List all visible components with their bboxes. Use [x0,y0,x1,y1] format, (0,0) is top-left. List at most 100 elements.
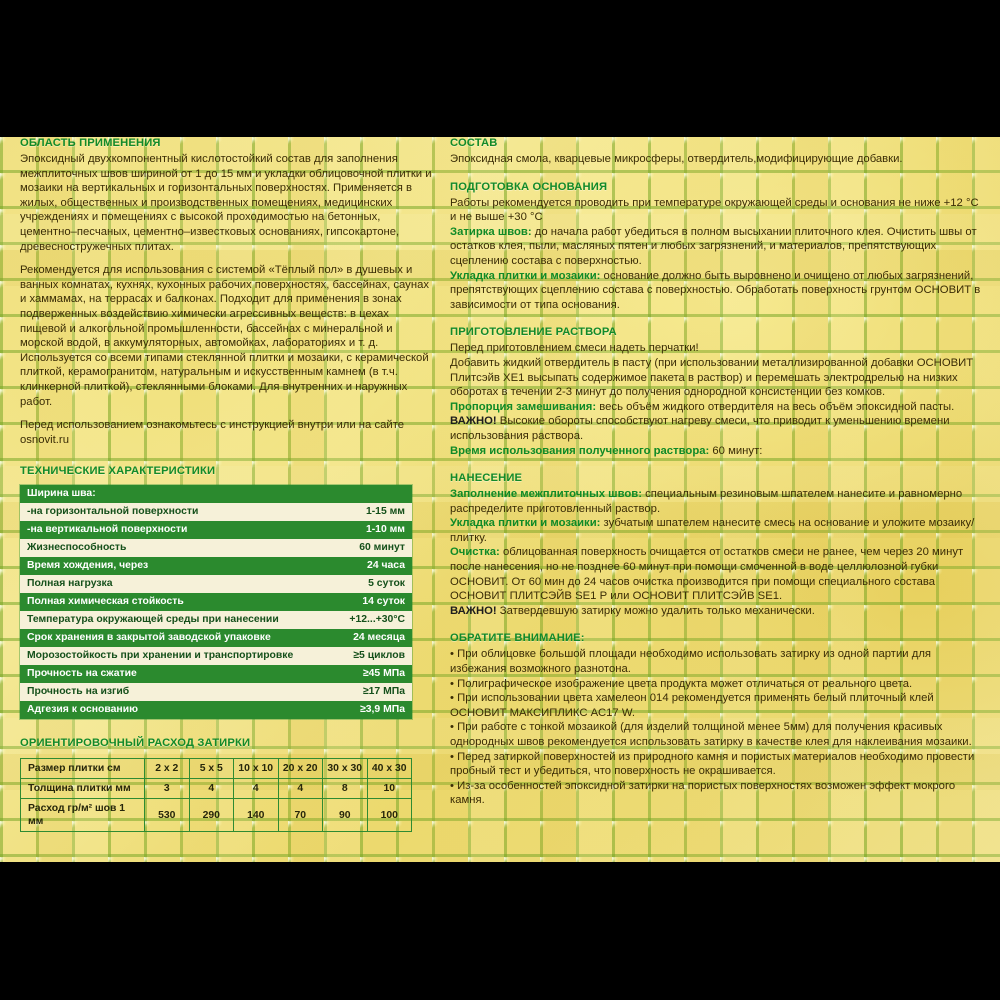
tech-row-value: ≥45 МПа [302,665,412,684]
tech-row-value [302,485,412,504]
attention-bullet: • При использовании цвета хамелеон 014 р… [450,692,934,719]
consumption-cell: 2 x 2 [144,758,190,780]
table-row: Морозостойкость при хранении и транспорт… [20,647,412,666]
consumption-cell: 30 x 30 [322,758,368,780]
heading-attention: ОБРАТИТЕ ВНИМАНИЕ: [450,632,585,645]
consumption-cell: 70 [277,798,323,833]
tech-row-value: 60 минут [302,539,412,558]
preparation-intro: Работы рекомендуется проводить при темпе… [450,196,979,224]
attention-bullet-list: • При облицовке большой площади необходи… [450,647,986,808]
tech-row-key: Полная химическая стойкость [20,593,302,612]
consumption-cell: 40 x 30 [366,758,412,780]
applying-item-label: ВАЖНО! [450,604,497,617]
spacer [450,167,986,181]
mixing-intro: Перед приготовлением смеси надеть перчат… [450,342,974,399]
consumption-cell: 5 x 5 [188,758,234,780]
attention-bullet: • При работе с тонкой мозаикой (для изде… [450,721,972,748]
consumption-row-key: Размер плитки см [20,758,145,780]
mixing-item: Пропорция замешивания: весь объём жидког… [450,400,986,415]
heading-preparation: ПОДГОТОВКА ОСНОВАНИЯ [450,180,608,193]
mixing-item-label: ВАЖНО! [450,415,497,428]
tech-row-key: Ширина шва: [20,485,302,504]
tech-row-key: Жизнеспособность [20,539,302,558]
right-column: СОСТАВ Эпоксидная смола, кварцевые микро… [450,137,986,808]
tech-row-key: Прочность на изгиб [20,683,302,702]
attention-bullet: • Полиграфическое изображение цвета прод… [450,677,913,690]
consumption-row-key: Толщина плитки мм [20,778,145,800]
applying-item: Очистка: облицованная поверхность очищае… [450,545,986,603]
mixing-item-text: Высокие обороты способствуют нагреву сме… [450,415,950,442]
heading-mixing: ПРИГОТОВЛЕНИЕ РАСТВОРА [450,326,617,339]
consumption-cell: 290 [188,798,234,833]
mixing-item: Время использования полученного раствора… [450,444,986,459]
tech-row-key: Температура окружающей среды при нанесен… [20,611,302,630]
table-row: Ширина шва: [20,485,412,504]
mixing-item: ВАЖНО! Высокие обороты способствуют нагр… [450,414,986,443]
tech-row-value: ≥3,9 МПа [302,701,412,720]
letterbox-bar-bottom [0,862,1000,1000]
tech-row-value: 1-15 мм [302,503,412,522]
applying-item-label: Заполнение межплиточных швов: [450,488,642,501]
table-row: Адгезия к основанию ≥3,9 МПа [20,701,412,720]
mixing-item-label: Время использования полученного раствора… [450,444,710,457]
table-row: Время хождения, через 24 часа [20,557,412,576]
table-row: -на горизонтальной поверхности 1-15 мм [20,503,412,522]
spacer [450,312,986,326]
consumption-cell: 140 [233,798,279,833]
tech-row-value: 24 часа [302,557,412,576]
consumption-cell: 3 [144,778,190,800]
consumption-cell: 90 [322,798,368,833]
attention-bullet: • Перед затиркой поверхностей из природн… [450,750,975,778]
consumption-cell: 4 [188,778,234,800]
heading-consumption: ОРИЕНТИРОВОЧНЫЙ РАСХОД ЗАТИРКИ [20,737,251,750]
tech-row-value: ≥17 МПа [302,683,412,702]
preparation-item-label: Затирка швов: [450,225,532,238]
consumption-cell: 10 [366,778,412,800]
heading-composition: СОСТАВ [450,137,498,149]
preparation-item-label: Укладка плитки и мозаики: [450,269,601,282]
tech-row-key: Морозостойкость при хранении и транспорт… [20,647,302,666]
table-row: Срок хранения в закрытой заводской упако… [20,629,412,648]
tech-row-value: 1-10 мм [302,521,412,540]
mixing-items: Пропорция замешивания: весь объём жидког… [450,400,986,458]
applying-items: Заполнение межплиточных швов: специальны… [450,487,986,618]
preparation-items: Затирка швов: до начала работ убедиться … [450,225,986,313]
preparation-item: Затирка швов: до начала работ убедиться … [450,225,986,269]
table-row: Полная химическая стойкость 14 суток [20,593,412,612]
application-paragraph-3: Перед использованием ознакомьтесь с инст… [20,419,405,446]
consumption-cell: 100 [366,798,412,833]
spacer [20,447,432,465]
composition-text: Эпоксидная смола, кварцевые микросферы, … [450,153,903,165]
applying-item: Заполнение межплиточных швов: специальны… [450,487,986,516]
heading-technical: ТЕХНИЧЕСКИЕ ХАРАКТЕРИСТИКИ [20,465,216,478]
tech-row-key: -на горизонтальной поверхности [20,503,302,522]
applying-item: ВАЖНО! Затвердевшую затирку можно удалит… [450,604,986,619]
applying-item-label: Укладка плитки и мозаики: [450,517,601,530]
applying-item-text: облицованная поверхность очищается от ос… [450,546,964,603]
consumption-cell: 20 x 20 [277,758,323,780]
technical-characteristics-table: Ширина шва: -на горизонтальной поверхност… [20,485,412,720]
tech-row-key: Время хождения, через [20,557,302,576]
applying-item: Укладка плитки и мозаики: зубчатым шпате… [450,516,986,545]
mixing-item-label: Пропорция замешивания: [450,400,597,413]
consumption-cell: 10 x 10 [233,758,279,780]
tech-row-value: 5 суток [302,575,412,594]
tech-row-key: Прочность на сжатие [20,665,302,684]
consumption-row-key: Расход гр/м² шов 1 мм [20,798,145,833]
spacer [450,618,986,632]
tech-row-value: 24 месяца [302,629,412,648]
table-row: Расход гр/м² шов 1 мм 530 290 140 70 90 100 [20,798,412,833]
applying-item-text: Затвердевшую затирку можно удалить тольк… [496,604,815,617]
letterbox-bar-top [0,0,1000,137]
heading-applying: НАНЕСЕНИЕ [450,472,523,485]
label-content: ОБЛАСТЬ ПРИМЕНЕНИЯ Эпоксидный двухкомпон… [0,137,1000,862]
table-row: Температура окружающей среды при нанесен… [20,611,412,630]
table-row: -на вертикальной поверхности 1-10 мм [20,521,412,540]
table-row: Толщина плитки мм 3 4 4 4 8 10 [20,778,412,800]
spacer [20,719,432,737]
mixing-item-text: весь объём жидкого отвердителя на весь о… [596,400,955,413]
table-row: Полная нагрузка 5 суток [20,575,412,594]
table-row: Прочность на изгиб ≥17 МПа [20,683,412,702]
